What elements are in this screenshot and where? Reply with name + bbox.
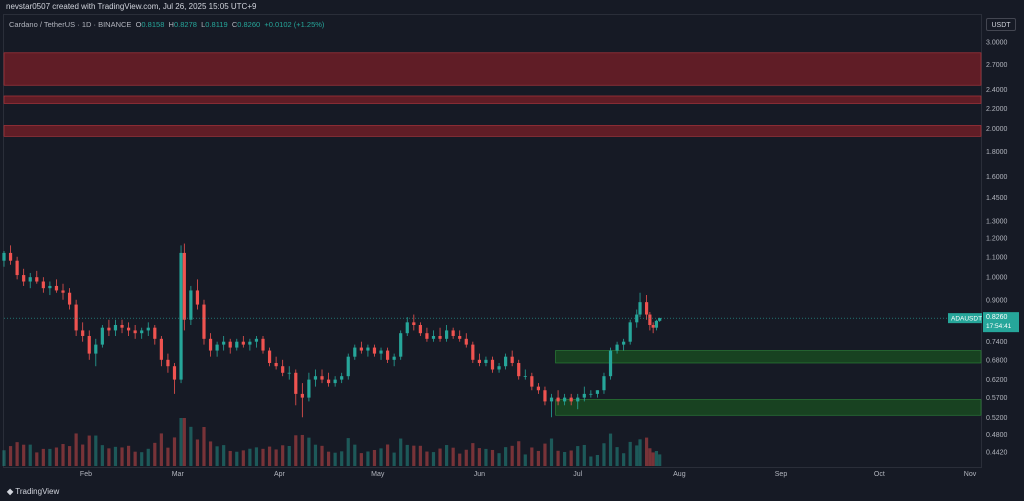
legend-close-label: C [231,20,238,29]
price-tick-label: 1.8000 [986,149,1008,156]
legend-open-label: O [135,20,142,29]
legend-high: 0.8278 [173,20,197,29]
price-tick-label: 0.9000 [986,297,1008,304]
time-tick-label: Aug [673,471,686,478]
legend-low: 0.8119 [205,20,228,29]
last-price-value: 0.8260 [986,314,1008,321]
price-tick-label: 2.7000 [986,62,1008,69]
symbol-legend: Cardano / TetherUS · 1D · BINANCE O0.815… [9,20,324,29]
time-tick-label: May [371,471,385,478]
time-tick-label: Feb [80,471,92,478]
legend-close: 0.8260 [237,20,261,29]
time-tick-label: Jul [573,471,582,478]
credit-text: nevstar0507 created with TradingView.com… [6,2,257,11]
time-tick-label: Jun [474,471,485,478]
price-tick-label: 0.5700 [986,395,1008,402]
price-tick-label: 0.4800 [986,432,1008,439]
legend-change: +0.0102 (+1.25%) [264,20,325,29]
currency-button[interactable]: USDT [986,18,1016,31]
footer-bar [0,482,1024,501]
price-tick-label: 0.7400 [986,339,1008,346]
legend-low-label: L [201,20,206,29]
price-tick-label: 0.8000 [986,322,1008,329]
legend-open: 0.8158 [141,20,165,29]
time-tick-label: Nov [964,471,977,478]
price-tick-label: 0.5200 [986,415,1008,422]
price-tick-label: 2.4000 [986,87,1008,94]
legend-high-label: H [168,20,174,29]
price-tick-label: 2.2000 [986,106,1008,113]
chart-pane[interactable] [3,14,982,468]
price-tick-label: 0.4420 [986,450,1008,457]
time-tick-label: Sep [775,471,788,478]
tradingview-logo-icon: ◆ [7,487,14,496]
tradingview-logo[interactable]: ◆ TradingView [7,487,59,496]
legend-symbol: Cardano / TetherUS · 1D · BINANCE [9,20,132,29]
price-tick-label: 1.0000 [986,275,1008,282]
price-tick-label: 0.6200 [986,377,1008,384]
bar-countdown: 17:54:41 [986,323,1012,330]
price-tick-layer: 3.0000 2.7000 2.4000 2.2000 2.0000 1.8000 1.60… [986,39,1008,456]
time-tick-label: Mar [172,471,185,478]
time-tick-label: Apr [274,471,286,478]
price-tick-label: 0.6800 [986,357,1008,364]
price-tick-label: 3.0000 [986,39,1008,46]
price-tick-label: 1.6000 [986,174,1008,181]
price-tick-label: 1.1000 [986,254,1008,261]
header-bar: nevstar0507 created with TradingView.com… [0,0,1024,14]
price-tick-label: 1.3000 [986,218,1008,225]
price-tick-label: 1.2000 [986,236,1008,243]
tradingview-brand: TradingView [15,487,60,496]
price-tick-label: 2.0000 [986,126,1008,133]
time-tick-layer: Feb Mar Apr May Jun Jul Aug Sep Oct Nov [80,471,977,478]
time-tick-label: Oct [874,471,885,478]
price-tick-label: 1.4500 [986,195,1008,202]
